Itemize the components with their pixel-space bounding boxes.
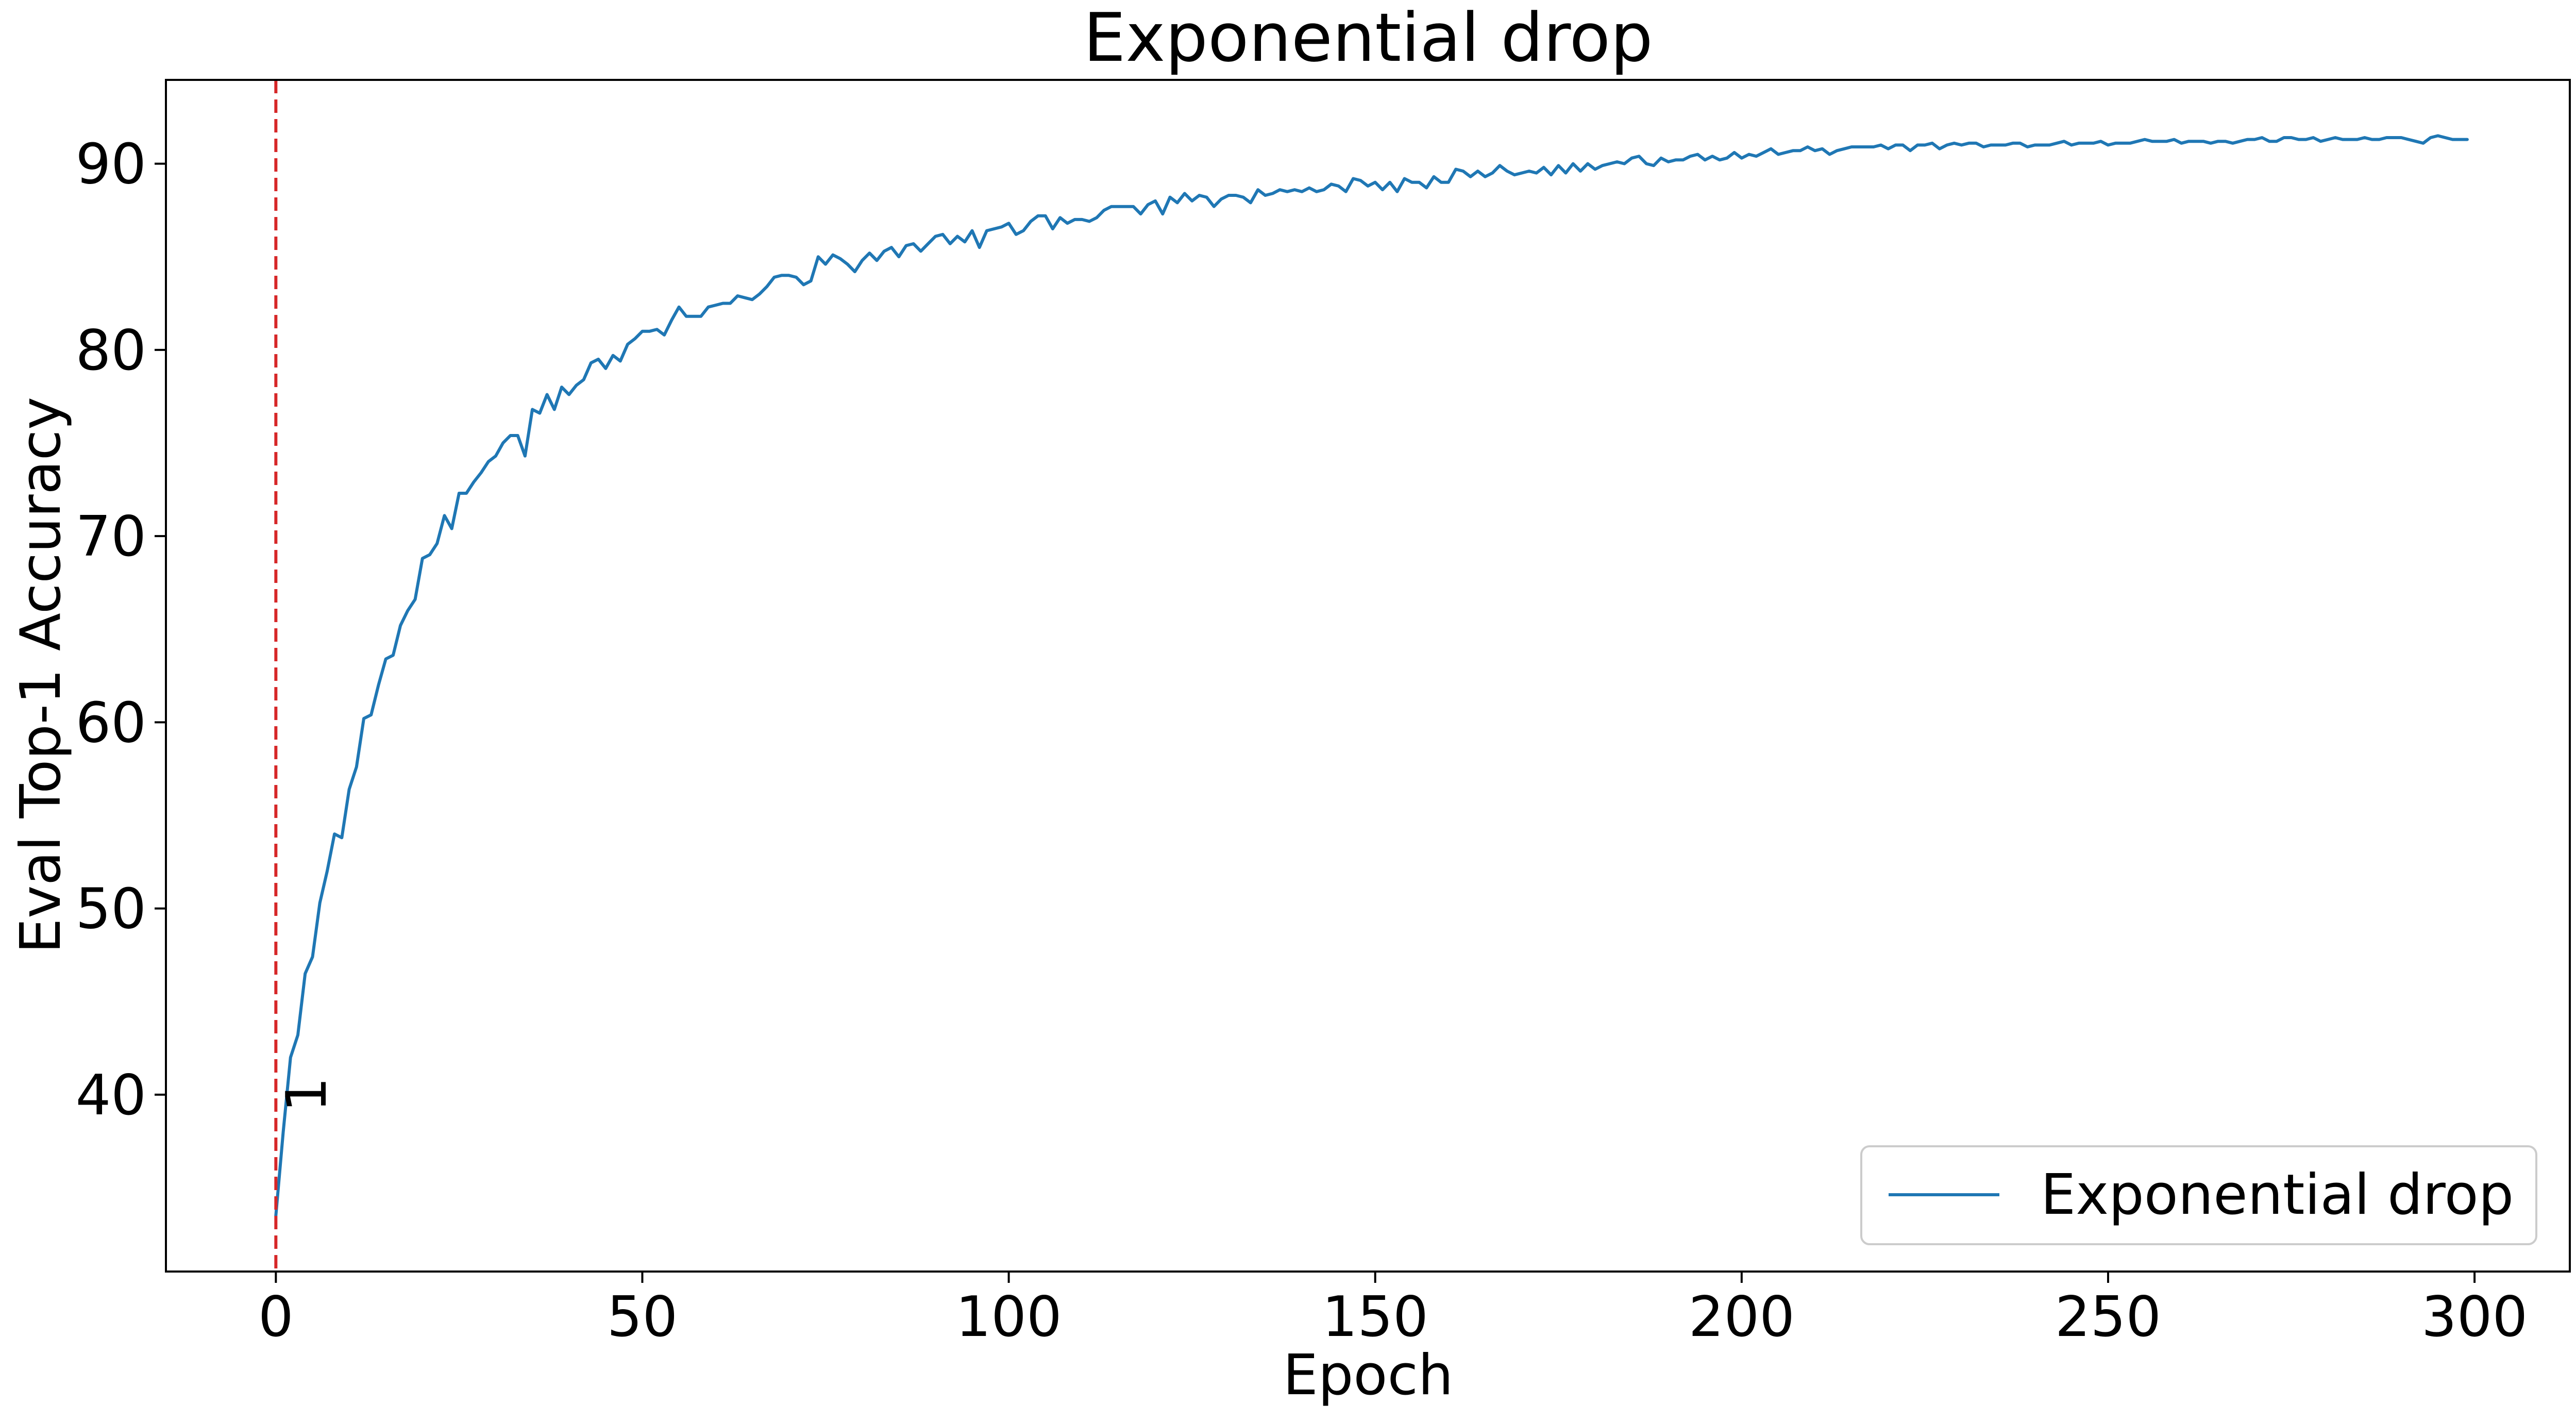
- x-tick-label: 300: [2421, 1285, 2528, 1349]
- annotation-label: 1: [275, 1077, 339, 1112]
- axes-frame: [165, 79, 2571, 1273]
- annotations: 1: [274, 80, 339, 1272]
- plot-area: [274, 134, 2469, 1217]
- y-tick-label: 80: [76, 319, 146, 383]
- x-tick-label: 100: [956, 1285, 1062, 1349]
- x-tick-label: 150: [1322, 1285, 1428, 1349]
- legend: Exponential drop: [1860, 1145, 2537, 1245]
- x-tick-label: 250: [2055, 1285, 2161, 1349]
- y-tick-label: 50: [76, 877, 146, 942]
- y-axis-label: Eval Top-1 Accuracy: [9, 397, 73, 954]
- x-tick-label: 0: [258, 1285, 294, 1349]
- legend-label: Exponential drop: [2041, 1163, 2514, 1227]
- y-tick-label: 90: [76, 132, 146, 197]
- y-tick-label: 60: [76, 691, 146, 755]
- x-tick-label: 50: [607, 1285, 678, 1349]
- series-line: [274, 134, 2469, 1217]
- y-tick-label: 70: [76, 505, 146, 569]
- x-tick-label: 200: [1689, 1285, 1795, 1349]
- chart-title: Exponential drop: [1083, 0, 1653, 77]
- legend-frame: [1860, 1145, 2537, 1245]
- x-axis-label: Epoch: [1283, 1343, 1454, 1408]
- axis-ticks: 0 50 100 150 200 250 300 40 50 60 70 80 90: [76, 132, 2528, 1349]
- y-tick-label: 40: [76, 1063, 146, 1128]
